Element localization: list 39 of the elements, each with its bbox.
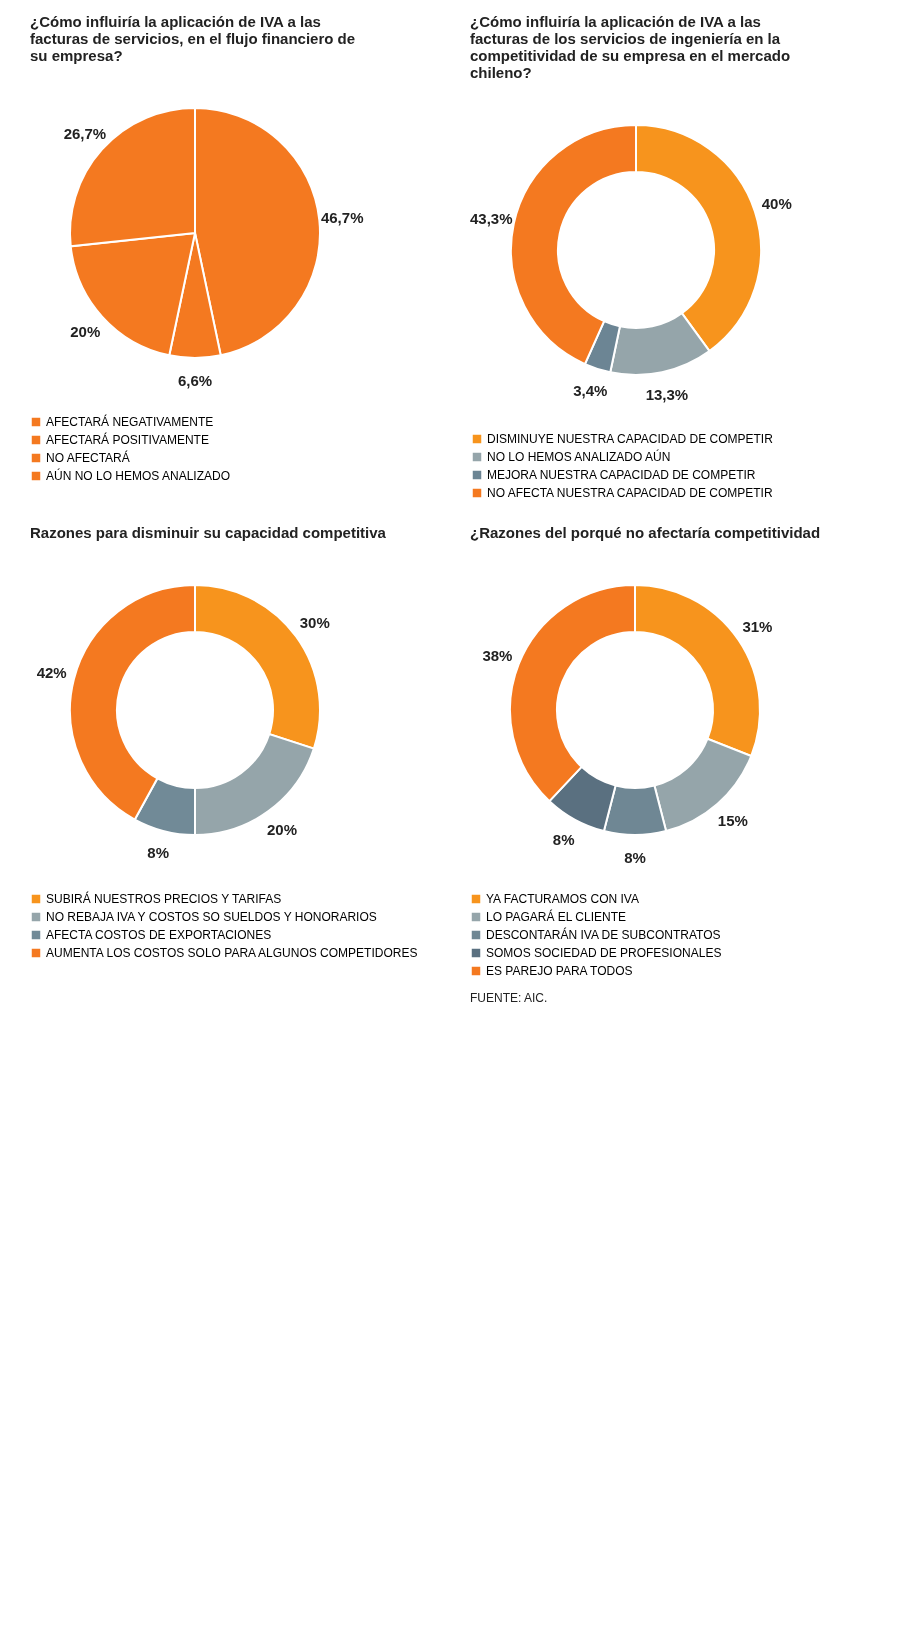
data-label: 38% [482, 646, 513, 664]
chart-title: ¿Cómo influiría la aplicación de IVA a las facturas de servicios, en el flujo financiero de su empresa? [30, 13, 356, 64]
chart-title: ¿Razones del porqué no afectaría competitividad [470, 524, 821, 541]
legend-label: YA FACTURAMOS CON IVA [486, 892, 639, 906]
legend-label: AFECTARÁ NEGATIVAMENTE [46, 414, 214, 429]
chart-title: ¿Cómo influiría la aplicación de IVA a las facturas de los servicios de ingeniería en la competitividad de su empresa en el mercado chileno? [470, 13, 791, 81]
data-label: 20% [266, 820, 298, 838]
data-label: 3,4% [573, 381, 608, 399]
legend-label: SUBIRÁ NUESTROS PRECIOS Y TARIFAS [46, 891, 282, 906]
data-label: 8% [552, 830, 575, 848]
legend-label: AFECTARÁ POSITIVAMENTE [46, 432, 209, 447]
data-label: 15% [717, 812, 748, 830]
legend-label: ES PAREJO PARA TODOS [486, 964, 633, 978]
legend-label: NO AFECTA NUESTRA CAPACIDAD DE COMPETIR [487, 486, 773, 500]
data-label: 13,3% [645, 385, 689, 403]
data-label: 46,7% [320, 208, 364, 226]
legend-label: AÚN NO LO HEMOS ANALIZADO [46, 468, 231, 483]
chart-title: Razones para disminuir su capacidad competitiva [30, 524, 387, 541]
legend-label: NO LO HEMOS ANALIZADO AÚN [487, 449, 671, 464]
legend-label: LO PAGARÁ EL CLIENTE [486, 909, 627, 924]
legend-label: NO REBAJA IVA Y COSTOS SO SUELDOS Y HONORARIOS [46, 910, 377, 924]
legend-label: AUMENTA LOS COSTOS SOLO PARA ALGUNOS COMPETIDORES [46, 946, 418, 960]
data-label: 31% [742, 617, 773, 635]
data-label: 40% [761, 195, 792, 213]
legend-label: DISMINUYE NUESTRA CAPACIDAD DE COMPETIR [487, 432, 774, 446]
legend-label: DESCONTARÁN IVA DE SUBCONTRATOS [486, 927, 721, 942]
data-label: 8% [147, 844, 170, 862]
data-label: 26,7% [63, 125, 107, 143]
source-note: FUENTE: AIC. [470, 991, 549, 1005]
legend-label: NO AFECTARÁ [46, 450, 130, 465]
data-label: 8% [624, 849, 646, 866]
data-label: 43,3% [469, 210, 513, 228]
data-label: 20% [70, 323, 101, 341]
legend-label: AFECTA COSTOS DE EXPORTACIONES [46, 928, 272, 942]
legend-label: SOMOS SOCIEDAD DE PROFESIONALES [486, 946, 722, 960]
legend-label: MEJORA NUESTRA CAPACIDAD DE COMPETIR [487, 468, 756, 482]
data-label: 42% [36, 664, 67, 682]
data-label: 30% [299, 614, 330, 632]
data-label: 6,6% [177, 372, 213, 389]
